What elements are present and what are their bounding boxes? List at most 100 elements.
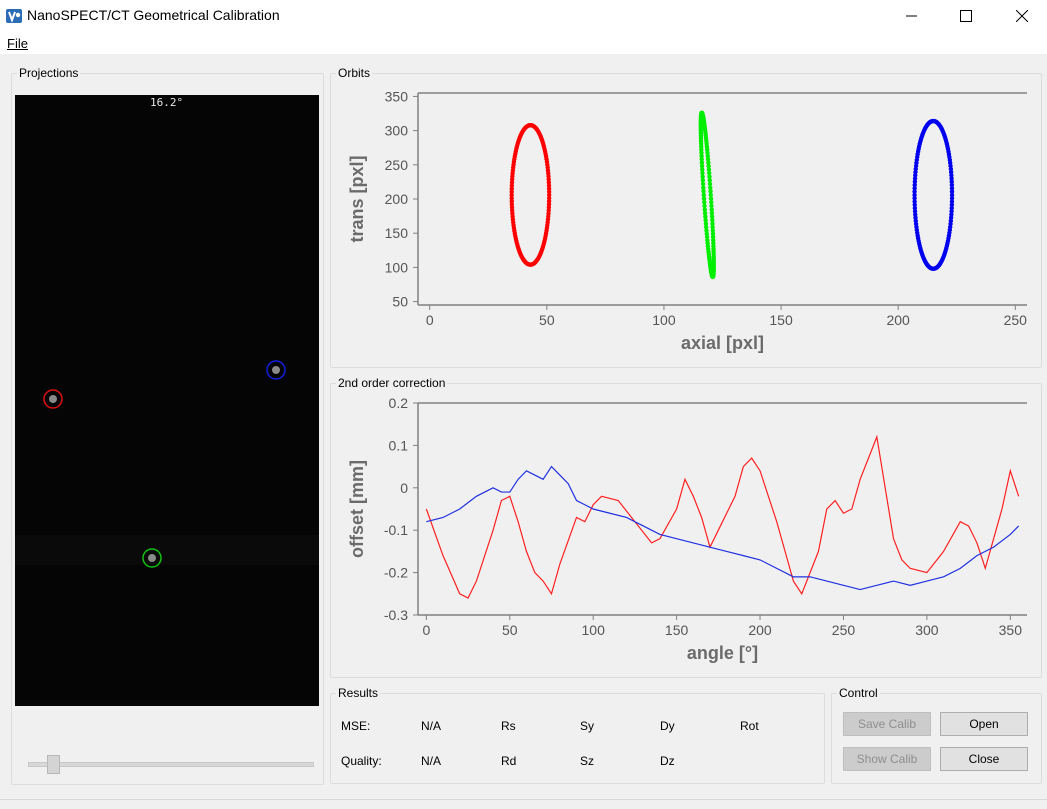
correction-title: 2nd order correction xyxy=(336,376,448,390)
minimize-button[interactable] xyxy=(889,0,935,32)
red-orbit-series xyxy=(509,122,552,267)
x-tick-label: 50 xyxy=(502,622,518,638)
orbit-point xyxy=(710,234,716,240)
orbit-point xyxy=(912,209,918,214)
quality-label: Quality: xyxy=(341,754,382,768)
projections-title: Projections xyxy=(17,66,81,80)
orbit-point xyxy=(708,196,714,201)
x-tick-label: 300 xyxy=(915,622,939,638)
y-tick-label: -0.3 xyxy=(384,607,408,623)
orbits-title: Orbits xyxy=(336,66,373,80)
orbit-point xyxy=(707,170,712,176)
orbit-point xyxy=(509,195,514,201)
results-title: Results xyxy=(336,686,381,700)
orbits-group xyxy=(330,73,1042,368)
control-title: Control xyxy=(837,686,880,700)
orbit-point xyxy=(509,202,515,207)
orbit-point xyxy=(708,185,713,190)
result-rd: Rd xyxy=(501,754,517,768)
menu-file[interactable]: File xyxy=(7,36,28,51)
save-calib-button[interactable]: Save Calib xyxy=(843,712,931,736)
orbit-point xyxy=(710,228,716,233)
orbit-point xyxy=(913,212,918,217)
x-tick-label: 200 xyxy=(886,312,910,328)
orbit-point xyxy=(699,157,704,162)
orbit-point xyxy=(912,199,917,204)
maximize-icon xyxy=(960,10,972,22)
y-tick-label: -0.1 xyxy=(384,522,408,538)
orbit-point xyxy=(705,150,710,156)
red-marker xyxy=(43,389,63,409)
orbit-point xyxy=(705,153,710,159)
x-tick-label: 100 xyxy=(652,312,676,328)
orbit-point xyxy=(913,215,918,220)
correction-group xyxy=(330,383,1042,678)
show-calib-button[interactable]: Show Calib xyxy=(843,747,931,771)
orbits-chart: 0 50 100 150 200 250 50 100 150 200 250 300 350 axial… xyxy=(347,88,1027,353)
x-tick-label: 200 xyxy=(748,622,772,638)
result-dy: Dy xyxy=(660,719,675,733)
mse-label: MSE: xyxy=(341,719,371,733)
open-button[interactable]: Open xyxy=(940,712,1028,736)
result-sy: Sy xyxy=(580,719,595,733)
result-rot: Rot xyxy=(740,719,759,733)
x-tick-label: 100 xyxy=(582,622,606,638)
title-bar: NanoSPECT/CT Geometrical Calibration xyxy=(0,0,1047,32)
y-axis-label: trans [pxl] xyxy=(347,155,367,242)
orbit-point xyxy=(702,207,707,212)
orbit-point xyxy=(700,181,706,187)
orbit-point xyxy=(701,189,706,194)
y-tick-label: 0.1 xyxy=(389,437,409,453)
orbit-point xyxy=(701,185,706,190)
y-tick-label: 250 xyxy=(385,157,409,173)
orbit-point xyxy=(699,153,704,159)
orbit-point xyxy=(509,183,515,188)
orbit-point xyxy=(949,212,954,217)
orbit-point xyxy=(912,189,917,194)
x-tick-label: 150 xyxy=(665,622,689,638)
result-sz: Sz xyxy=(580,754,595,768)
orbit-point xyxy=(912,202,917,208)
orbit-point xyxy=(949,205,954,211)
window-title: NanoSPECT/CT Geometrical Calibration xyxy=(27,7,280,23)
orbit-point xyxy=(709,210,715,216)
quality-value: N/A xyxy=(421,754,442,768)
orbit-point xyxy=(949,192,955,198)
x-tick-label: 350 xyxy=(999,622,1023,638)
y-tick-label: 50 xyxy=(392,294,408,310)
projection-slider[interactable] xyxy=(28,762,314,767)
orbit-point xyxy=(706,163,711,169)
maximize-button[interactable] xyxy=(943,0,989,32)
orbit-point xyxy=(699,163,705,169)
orbit-point xyxy=(704,228,709,233)
orbit-point xyxy=(706,167,712,172)
orbit-point xyxy=(949,199,955,204)
close-button[interactable]: Close xyxy=(940,747,1028,771)
orbit-point xyxy=(949,202,955,208)
blue-correction-series xyxy=(426,465,1020,591)
orbit-point xyxy=(700,170,705,176)
results-group xyxy=(330,693,825,784)
projection-angle: 16.2° xyxy=(150,96,184,109)
orbit-point xyxy=(949,173,954,178)
orbit-point xyxy=(509,192,514,198)
orbit-point xyxy=(704,234,710,240)
orbit-point xyxy=(710,224,715,230)
close-window-button[interactable] xyxy=(999,0,1045,32)
orbit-point xyxy=(546,183,552,188)
orbit-point xyxy=(546,195,552,201)
orbit-point xyxy=(703,224,709,230)
projection-slider-handle[interactable] xyxy=(47,755,60,774)
status-divider xyxy=(0,799,1047,800)
x-tick-label: 250 xyxy=(832,622,856,638)
orbit-point xyxy=(913,173,918,178)
orbit-point xyxy=(703,218,708,223)
y-tick-label: 0.2 xyxy=(389,395,409,411)
orbit-point xyxy=(509,186,514,191)
orbit-point xyxy=(699,150,704,156)
orbit-point xyxy=(912,192,917,198)
orbit-point xyxy=(707,178,712,183)
menu-file-label: File xyxy=(7,36,28,51)
orbit-point xyxy=(949,176,954,181)
orbit-point xyxy=(709,203,714,209)
